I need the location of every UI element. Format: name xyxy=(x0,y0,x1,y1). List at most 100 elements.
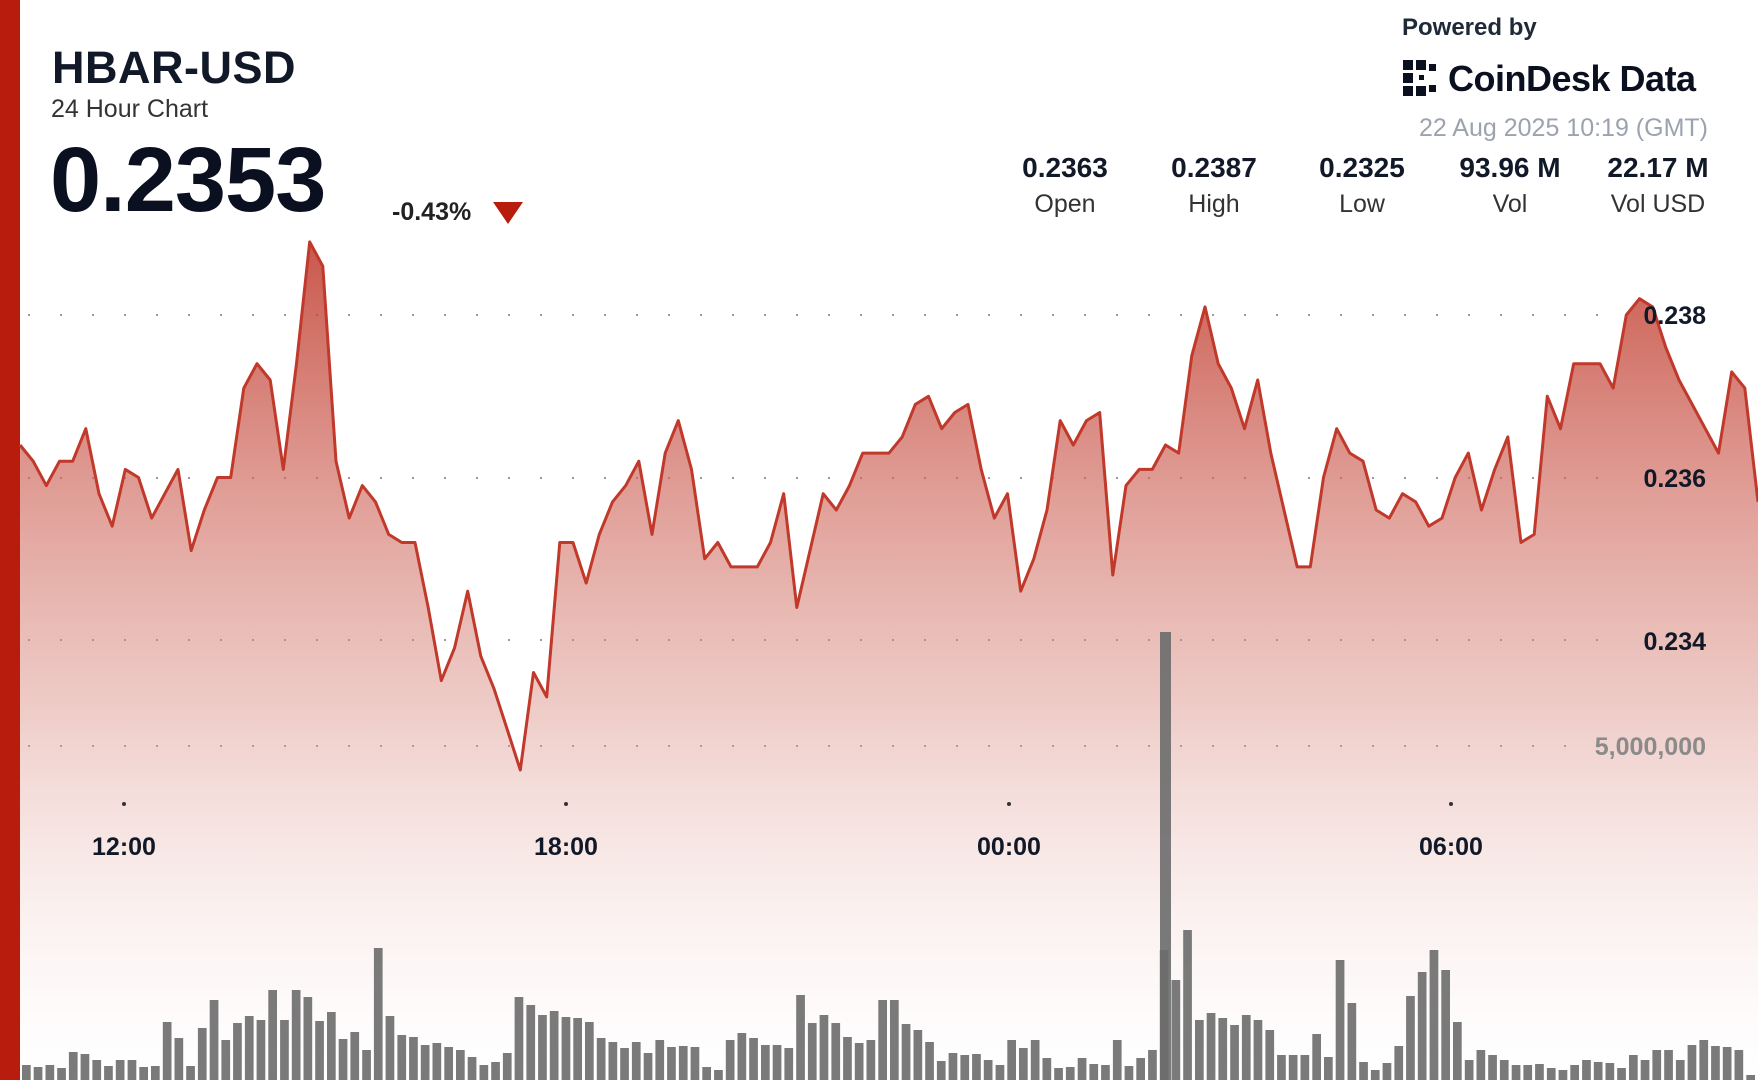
volume-bar xyxy=(1370,1070,1380,1080)
volume-bar xyxy=(631,1042,641,1080)
volume-bar xyxy=(162,1022,172,1080)
volume-bar xyxy=(725,1040,735,1080)
volume-bar xyxy=(456,1050,465,1080)
volume-bar xyxy=(139,1067,148,1080)
volume-bar xyxy=(1054,1068,1063,1080)
powered-by-label: Powered by xyxy=(1402,14,1537,41)
x-tick-label: 00:00 xyxy=(977,833,1041,861)
volume-bar xyxy=(244,1016,254,1080)
volume-bar xyxy=(1230,1025,1239,1080)
volume-bar xyxy=(573,1018,582,1080)
volume-bar xyxy=(1065,1067,1075,1080)
volume-bar xyxy=(491,1062,500,1080)
volume-bar xyxy=(643,1053,653,1080)
volume-bar xyxy=(1582,1060,1591,1080)
volume-bar xyxy=(1195,1020,1204,1080)
volume-bar xyxy=(1265,1030,1275,1080)
volume-bar xyxy=(1124,1066,1134,1080)
volume-bar xyxy=(115,1060,125,1080)
current-price: 0.2353 xyxy=(50,129,326,231)
stat-high: 0.2387 High xyxy=(1144,152,1284,219)
volume-bar xyxy=(1722,1047,1732,1080)
volume-bar xyxy=(913,1030,923,1080)
volume-bar xyxy=(948,1053,958,1080)
volume-bar xyxy=(1675,1060,1685,1080)
volume-bar xyxy=(221,1040,231,1080)
volume-bar xyxy=(1652,1050,1662,1080)
volume-bar xyxy=(1183,930,1192,1080)
volume-bar xyxy=(1394,1046,1404,1080)
stat-vol-label: Vol xyxy=(1492,190,1528,218)
volume-bar xyxy=(1042,1058,1052,1080)
volume-bar xyxy=(1406,996,1415,1080)
volume-bar xyxy=(608,1042,618,1080)
volume-bar xyxy=(1359,1062,1368,1080)
price-line xyxy=(18,240,1758,772)
volume-bar-spike xyxy=(1160,632,1171,1080)
y-tick-label: 0.236 xyxy=(1643,465,1706,493)
down-arrow-icon xyxy=(493,202,523,224)
volume-bar xyxy=(1746,1075,1755,1080)
volume-bar xyxy=(936,1061,946,1080)
stat-vol: 93.96 M Vol xyxy=(1440,152,1580,219)
volume-bar xyxy=(878,1000,887,1080)
volume-bar xyxy=(362,1050,371,1080)
volume-bar xyxy=(1112,1040,1122,1080)
volume-bar xyxy=(1077,1058,1087,1080)
volume-bar xyxy=(667,1047,676,1080)
volume-bar xyxy=(467,1057,477,1080)
volume-bar xyxy=(1734,1050,1744,1080)
volume-bar xyxy=(690,1047,700,1080)
volume-bar xyxy=(373,948,383,1080)
volume-bar xyxy=(45,1065,55,1080)
volume-bar xyxy=(315,1021,324,1080)
volume-bar xyxy=(1148,1050,1157,1080)
volume-bar xyxy=(1640,1060,1650,1080)
volume-bar xyxy=(420,1045,430,1080)
volume-bar xyxy=(92,1060,102,1080)
volume-bar xyxy=(1218,1018,1228,1080)
brand-name: CoinDesk Data xyxy=(1448,58,1696,99)
volume-bar xyxy=(280,1020,289,1080)
timestamp: 22 Aug 2025 10:19 (GMT) xyxy=(1418,114,1708,142)
volume-bar xyxy=(1617,1068,1626,1080)
volume-bar xyxy=(1300,1055,1310,1080)
x-tick-label: 18:00 xyxy=(534,833,598,861)
volume-bar xyxy=(57,1068,66,1080)
volume-bar xyxy=(1277,1055,1286,1080)
volume-bar xyxy=(1382,1063,1392,1080)
x-tick-label: 12:00 xyxy=(92,833,156,861)
volume-bar xyxy=(890,1000,899,1080)
volume-bar xyxy=(1664,1050,1673,1080)
volume-bar xyxy=(291,990,301,1080)
volume-bar xyxy=(1711,1046,1720,1080)
x-tick-mark xyxy=(564,802,568,806)
x-tick-mark xyxy=(122,802,126,806)
volume-bar xyxy=(737,1033,747,1080)
stat-open: 0.2363 Open xyxy=(995,152,1135,219)
volume-bar xyxy=(655,1040,665,1080)
volume-bar xyxy=(1253,1020,1263,1080)
volume-bar xyxy=(1101,1065,1110,1080)
volume-bar xyxy=(1007,1040,1016,1080)
volume-bar xyxy=(749,1038,758,1080)
volume-bar xyxy=(784,1048,794,1080)
volume-bar xyxy=(831,1023,841,1080)
volume-bar xyxy=(702,1067,711,1080)
volume-bar xyxy=(327,1012,336,1080)
volume-bar xyxy=(772,1045,782,1080)
stat-high-label: High xyxy=(1188,190,1240,218)
volume-bar xyxy=(268,990,277,1080)
volume-bar xyxy=(1324,1057,1333,1080)
volume-bar xyxy=(1417,972,1427,1080)
y-tick-label: 0.234 xyxy=(1643,628,1706,656)
stat-vol-usd: 22.17 M Vol USD xyxy=(1588,152,1728,219)
volume-bar xyxy=(1558,1070,1568,1080)
volume-bar xyxy=(174,1038,184,1080)
volume-bar xyxy=(233,1023,242,1080)
volume-bar xyxy=(104,1066,113,1080)
volume-bar xyxy=(995,1065,1005,1080)
coindesk-logo-icon xyxy=(1403,60,1436,96)
volume-bar xyxy=(678,1046,688,1080)
volume-bar xyxy=(68,1052,78,1080)
